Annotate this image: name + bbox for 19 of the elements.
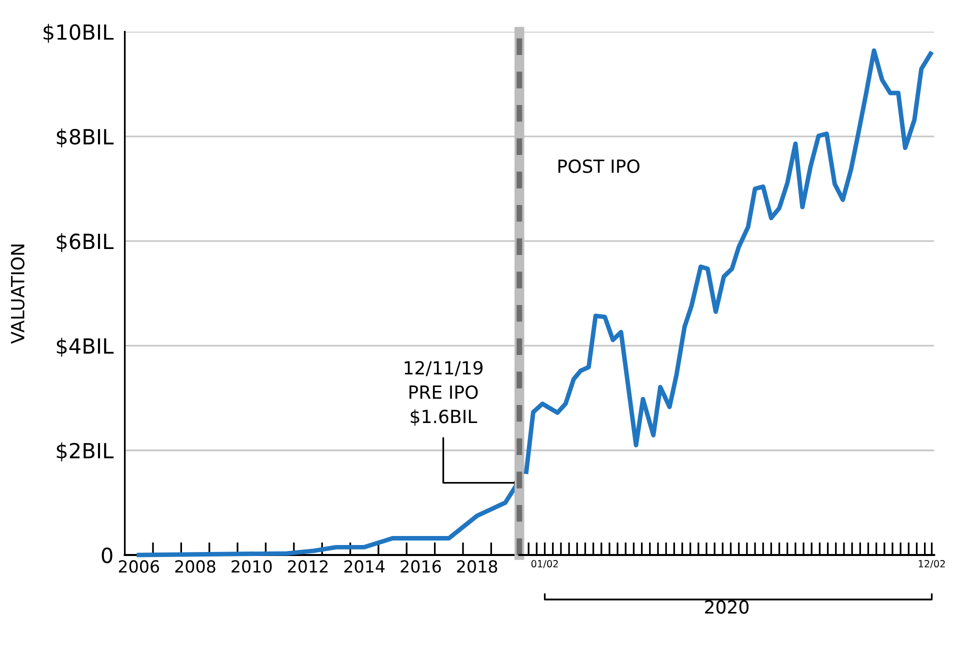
x-tick-label: 01/02 [531,560,558,568]
x-tick-label: 2012 [288,560,328,573]
x-tick-label: 2018 [457,560,498,573]
y-tick-label: 0 [102,547,112,564]
x-tick-label: 12/02 [918,560,945,568]
x-tick-label: 2016 [400,560,441,573]
annotation: 12/11/19 PRE IPO $1.6BIL [404,360,483,426]
y-axis-title: VALUATION [10,244,24,344]
y-tick-label: $6BIL [56,233,114,252]
y-tick-label: $2BIL [56,442,114,462]
x-tick-label: 2010 [232,560,272,573]
y-tick-label: $10BIL [44,24,114,43]
y-tick-label: $8BIL [56,128,114,148]
x-tick-label: 2006 [118,560,160,573]
annotation: POST IPO [558,159,640,174]
x-tick-label: 2008 [175,560,216,573]
x-axis-title: 2020 [705,600,748,614]
y-tick-label: $4BIL [56,338,114,357]
x-tick-label: 2014 [344,560,385,573]
